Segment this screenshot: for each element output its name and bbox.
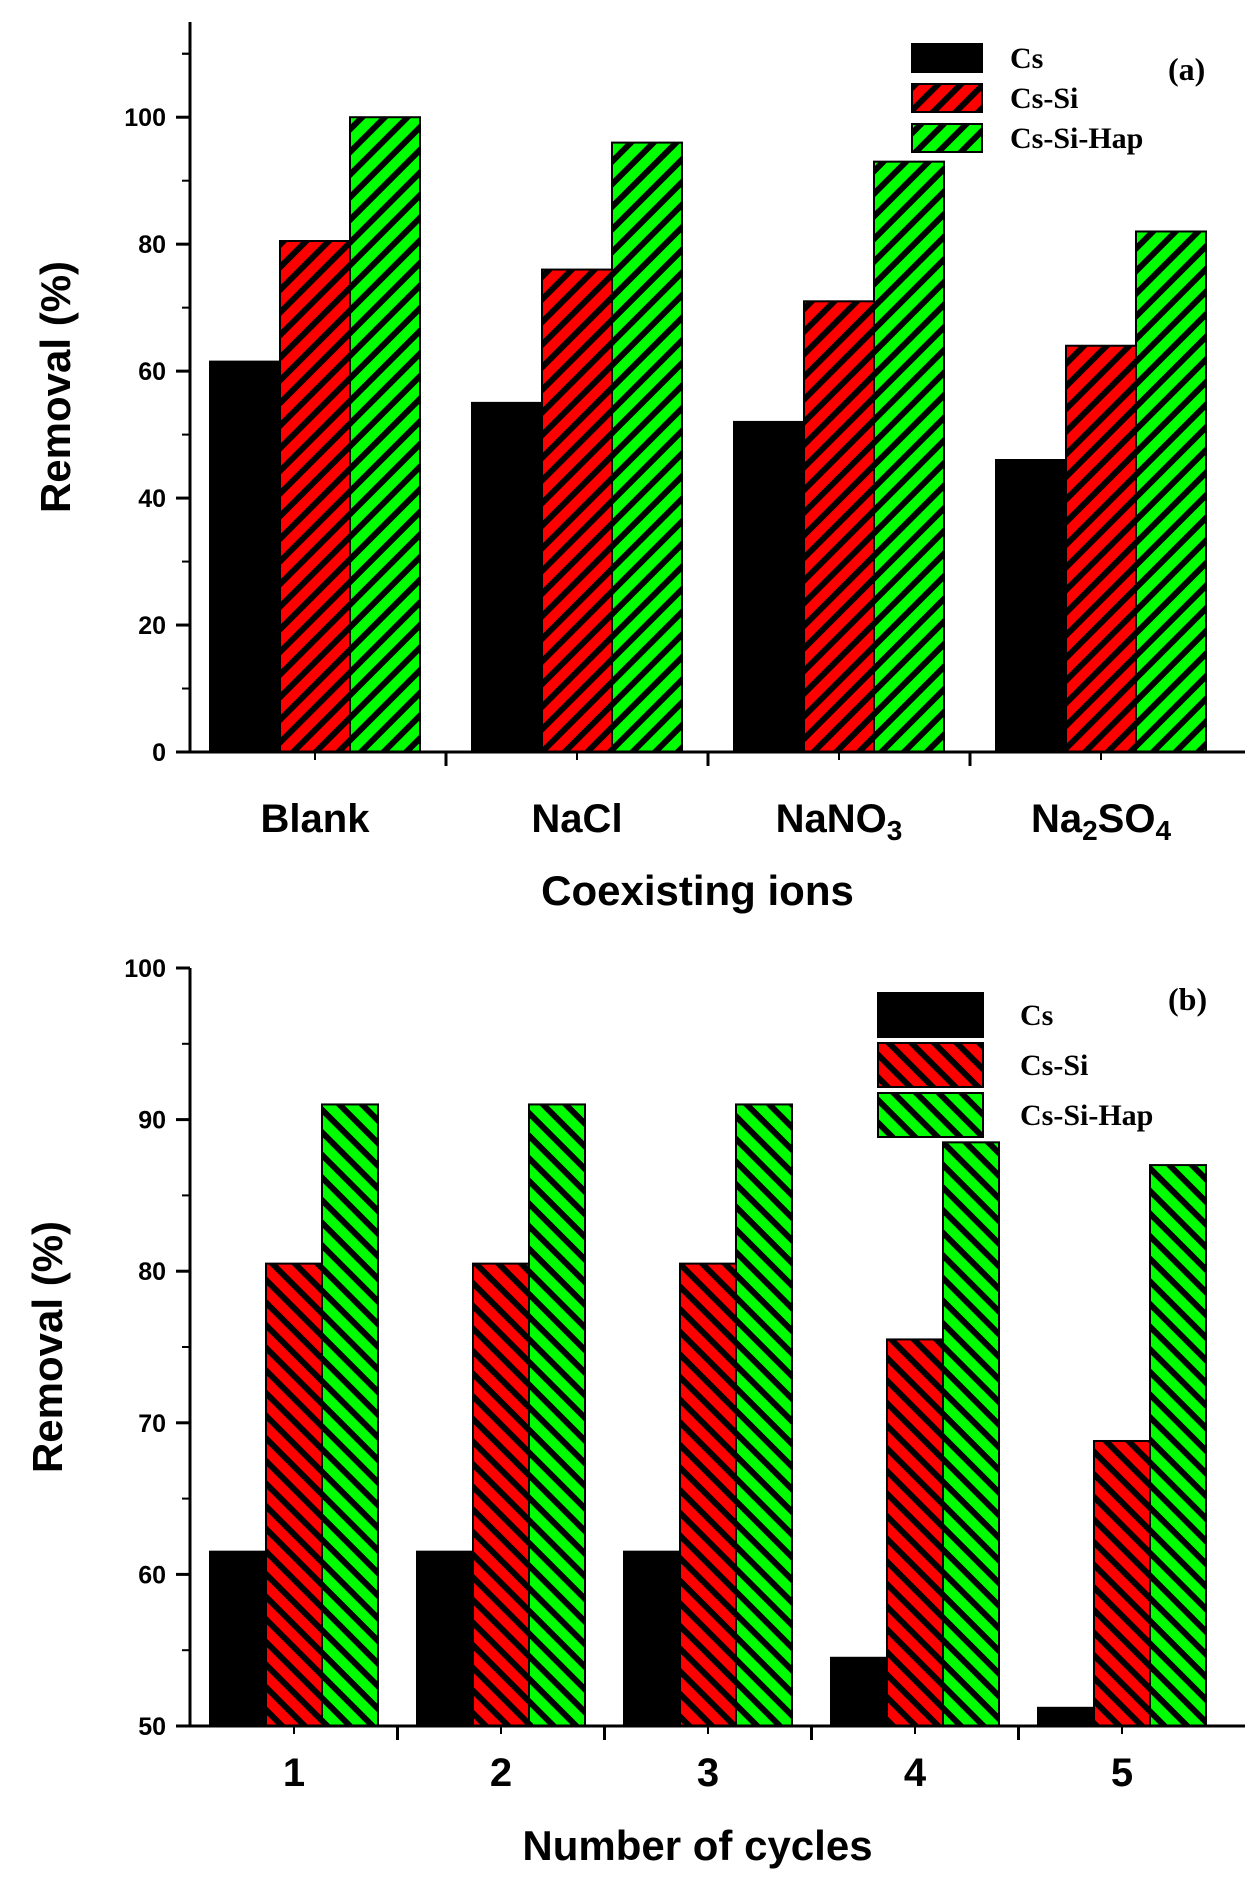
y-tick-label-a-80: 80 (138, 231, 166, 259)
bar-b-cs-5 (1037, 1706, 1095, 1727)
y-tick-label-b-90: 90 (138, 1107, 166, 1135)
bar-a-cs-si-hap-4 (1135, 230, 1207, 753)
x-category-label-b-5: 5 (1111, 1751, 1133, 1795)
bar-a-cs-si-hap-2 (611, 141, 683, 753)
legend-swatch-b-cs-si-hap (877, 1092, 984, 1138)
legend-label-b-cs-si: Cs-Si (1020, 1049, 1088, 1082)
x-category-label-a-4: Na2SO4 (1031, 797, 1172, 846)
legend-label-a-cs: Cs (1010, 42, 1043, 75)
legend-label-a-cs-si: Cs-Si (1010, 82, 1078, 115)
bar-b-cs-si-1 (265, 1262, 323, 1727)
bar-a-cs-si-1 (279, 240, 351, 753)
bar-b-cs-3 (623, 1550, 681, 1728)
bar-b-cs-si-4 (886, 1338, 944, 1728)
y-tick-label-a-0: 0 (152, 739, 166, 767)
legend-swatch-b-cs (877, 992, 984, 1038)
y-tick-label-a-20: 20 (138, 612, 166, 640)
bar-a-cs-si-3 (803, 300, 875, 753)
bar-b-cs-1 (209, 1550, 267, 1728)
bar-a-cs-si-4 (1065, 344, 1137, 753)
bar-b-cs-2 (416, 1550, 474, 1728)
bar-b-cs-si-hap-5 (1149, 1164, 1207, 1727)
y-axis-title-a: Removal (%) (32, 261, 79, 513)
bar-b-cs-si-hap-1 (321, 1103, 379, 1727)
bar-b-cs-si-2 (472, 1262, 530, 1727)
bar-a-cs-3 (733, 420, 805, 753)
x-category-label-b-2: 2 (490, 1751, 512, 1795)
y-tick-label-b-70: 70 (138, 1410, 166, 1438)
x-axis-title-a: Coexisting ions (541, 867, 854, 914)
y-tick-label-a-40: 40 (138, 485, 166, 513)
bar-b-cs-si-hap-3 (735, 1103, 793, 1727)
x-axis-title-b: Number of cycles (522, 1822, 872, 1869)
bar-a-cs-2 (471, 401, 543, 753)
x-category-label-b-3: 3 (697, 1751, 719, 1795)
x-category-label-b-1: 1 (283, 1751, 305, 1795)
y-axis-title-b: Removal (%) (24, 1221, 71, 1473)
legend-swatch-a-cs-si-hap (911, 123, 983, 153)
bar-a-cs-si-hap-3 (873, 160, 945, 754)
panel-b-chart: 50 60 70 80 90 100 1 2 3 4 5 Number of cycles Remova… (24, 955, 1245, 1869)
bar-a-cs-si-2 (541, 268, 613, 753)
y-tick-label-b-80: 80 (138, 1258, 166, 1286)
bar-b-cs-si-3 (679, 1262, 737, 1727)
x-category-label-b-4: 4 (904, 1751, 927, 1795)
panel-label-b: (b) (1168, 981, 1207, 1017)
x-category-label-a-1: Blank (261, 797, 371, 841)
bar-a-cs-si-hap-1 (349, 116, 421, 753)
legend-label-b-cs: Cs (1020, 999, 1053, 1032)
panel-label-a: (a) (1168, 51, 1205, 87)
legend-swatch-a-cs-si (911, 83, 983, 113)
y-tick-label-b-100: 100 (124, 955, 166, 983)
y-tick-label-a-60: 60 (138, 358, 166, 386)
legend-swatch-a-cs (911, 43, 983, 73)
legend-label-a-cs-si-hap: Cs-Si-Hap (1010, 122, 1143, 155)
bar-b-cs-4 (830, 1656, 888, 1728)
bar-b-cs-si-5 (1093, 1439, 1151, 1727)
x-category-label-a-2: NaCl (531, 797, 622, 841)
panel-a-chart: 0 20 40 60 80 100 Blank NaCl NaNO3 Na2SO4 Coexisti… (32, 22, 1245, 914)
y-tick-label-b-60: 60 (138, 1561, 166, 1589)
bar-b-cs-si-hap-4 (942, 1141, 1000, 1727)
bar-a-cs-4 (995, 459, 1067, 753)
bar-b-cs-si-hap-2 (528, 1103, 586, 1727)
y-tick-label-b-50: 50 (138, 1713, 166, 1741)
y-tick-label-a-100: 100 (124, 104, 166, 132)
legend-label-b-cs-si-hap: Cs-Si-Hap (1020, 1099, 1153, 1132)
x-category-label-a-3: NaNO3 (776, 797, 903, 846)
bar-a-cs-1 (209, 360, 281, 753)
legend-swatch-b-cs-si (877, 1042, 984, 1088)
